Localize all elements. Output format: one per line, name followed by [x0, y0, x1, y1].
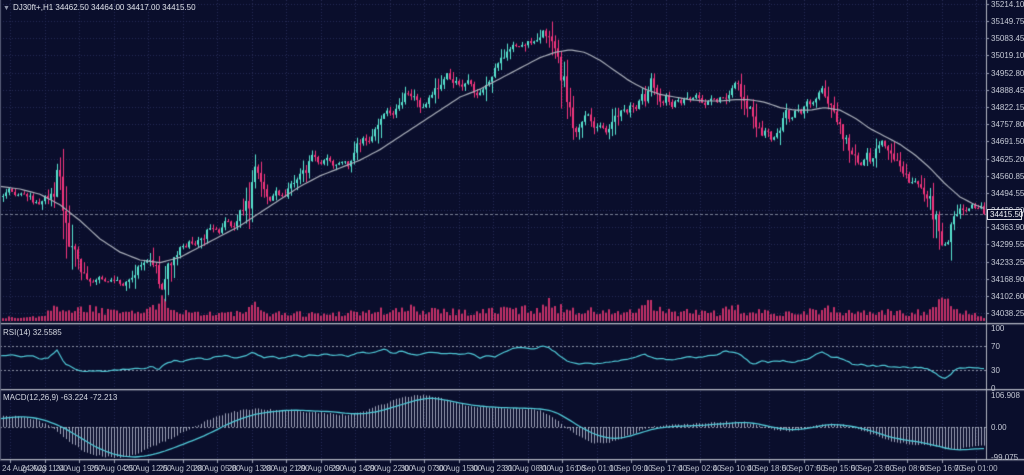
chart-canvas[interactable] — [0, 0, 1024, 475]
trading-chart-window: ▼ DJ30ft+,H1 34462.50 34464.00 34417.00 3… — [0, 0, 1024, 475]
